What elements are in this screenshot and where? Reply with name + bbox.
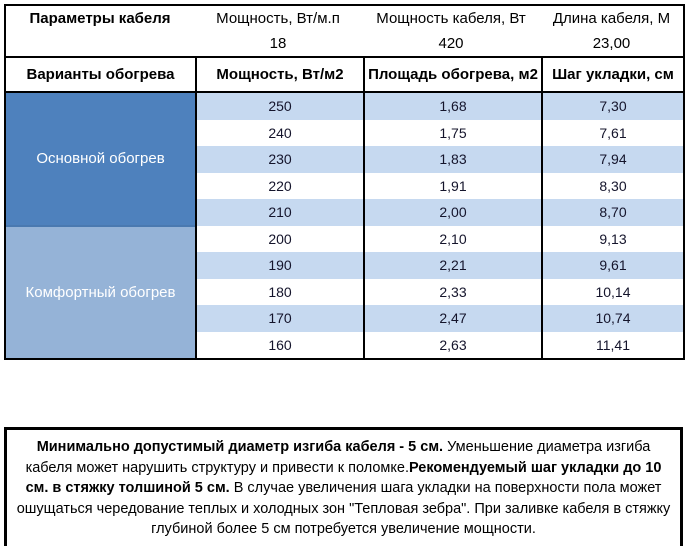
table-cell: 2,47 <box>363 305 542 332</box>
cable-length-value: 23,00 <box>592 35 631 52</box>
section-label-main: Основной обогрев <box>6 92 196 226</box>
note-text-zebra: В случае увеличения шага укладки на пове… <box>16 480 671 537</box>
table-row: 230 1,83 7,94 <box>6 146 683 173</box>
table-cell: 240 <box>195 119 364 146</box>
heating-variants-table: Варианты обогрева Мощность, Вт/м2 Площад… <box>6 58 683 358</box>
table-row: Комфортный обогрев 200 2,10 9,13 <box>6 224 683 358</box>
table-cell: 2,21 <box>363 252 542 279</box>
table-cell: 180 <box>195 278 364 305</box>
cable-table: Параметры кабеля Мощность, Вт/м.п Мощнос… <box>4 4 685 360</box>
area-column-header: Площадь обогрева, м2 <box>363 58 542 93</box>
power-column-header: Мощность, Вт/м2 <box>195 58 364 93</box>
table-cell: 2,63 <box>363 331 542 358</box>
table-cell: 1,83 <box>363 146 542 173</box>
step-column-header: Шаг укладки, см <box>541 58 683 93</box>
note-text-structure: Уменьшение диаметра изгиба кабеля может … <box>25 439 651 476</box>
table-cell: 1,91 <box>363 172 542 199</box>
table-cell: 11,41 <box>541 331 683 358</box>
table-cell: 160 <box>195 331 364 358</box>
installation-note: Минимально допустимый диаметр изгиба каб… <box>4 427 683 546</box>
params-title: Параметры кабеля <box>29 10 171 27</box>
note-bold-bend-diameter: Минимально допустимый диаметр изгиба каб… <box>36 439 444 455</box>
table-cell: 170 <box>195 305 364 332</box>
table-cell: 9,13 <box>541 225 683 252</box>
table-header-row: Варианты обогрева Мощность, Вт/м2 Площад… <box>6 58 683 93</box>
table-cell: 200 <box>195 225 364 252</box>
power-per-m-value: 18 <box>269 35 287 52</box>
table-cell: 10,14 <box>541 278 683 305</box>
table-row: Основной обогрев 250 1,68 7,30 <box>6 92 683 226</box>
table-row: 210 2,00 8,70 <box>6 199 683 226</box>
table-cell: 2,33 <box>363 278 542 305</box>
table-row: 180 2,33 10,14 <box>6 278 683 305</box>
cable-parameters-header: Параметры кабеля Мощность, Вт/м.п Мощнос… <box>6 6 683 58</box>
table-cell: 190 <box>195 252 364 279</box>
cable-power-header: Мощность кабеля, Вт <box>376 10 526 27</box>
table-cell: 7,61 <box>541 119 683 146</box>
table-cell: 10,74 <box>541 305 683 332</box>
table-cell: 7,94 <box>541 146 683 173</box>
table-cell: 2,00 <box>363 199 542 226</box>
table-cell: 220 <box>195 172 364 199</box>
table-cell: 250 <box>195 92 364 120</box>
section-label-comfort: Комфортный обогрев <box>6 224 196 358</box>
table-row: 220 1,91 8,30 <box>6 172 683 199</box>
table-row: 190 2,21 9,61 <box>6 252 683 279</box>
table-cell: 9,61 <box>541 252 683 279</box>
note-bold-recommended-step: Рекомендуемый шаг укладки до 10 см. в ст… <box>25 459 662 497</box>
empty-cell <box>6 31 194 56</box>
table-row: 170 2,47 10,74 <box>6 305 683 332</box>
table-cell: 1,68 <box>363 92 542 120</box>
table-cell: 1,75 <box>363 119 542 146</box>
table-row: 160 2,63 11,41 <box>6 331 683 358</box>
table-cell: 8,30 <box>541 172 683 199</box>
table-row: 240 1,75 7,61 <box>6 119 683 146</box>
table-cell: 210 <box>195 199 364 226</box>
table-cell: 2,10 <box>363 225 542 252</box>
table-cell: 8,70 <box>541 199 683 226</box>
cable-length-header: Длина кабеля, М <box>552 10 671 27</box>
table-cell: 7,30 <box>541 92 683 120</box>
power-per-m-header: Мощность, Вт/м.п <box>216 10 340 27</box>
variants-column-header: Варианты обогрева <box>6 58 196 93</box>
cable-power-value: 420 <box>438 35 464 52</box>
table-cell: 230 <box>195 146 364 173</box>
